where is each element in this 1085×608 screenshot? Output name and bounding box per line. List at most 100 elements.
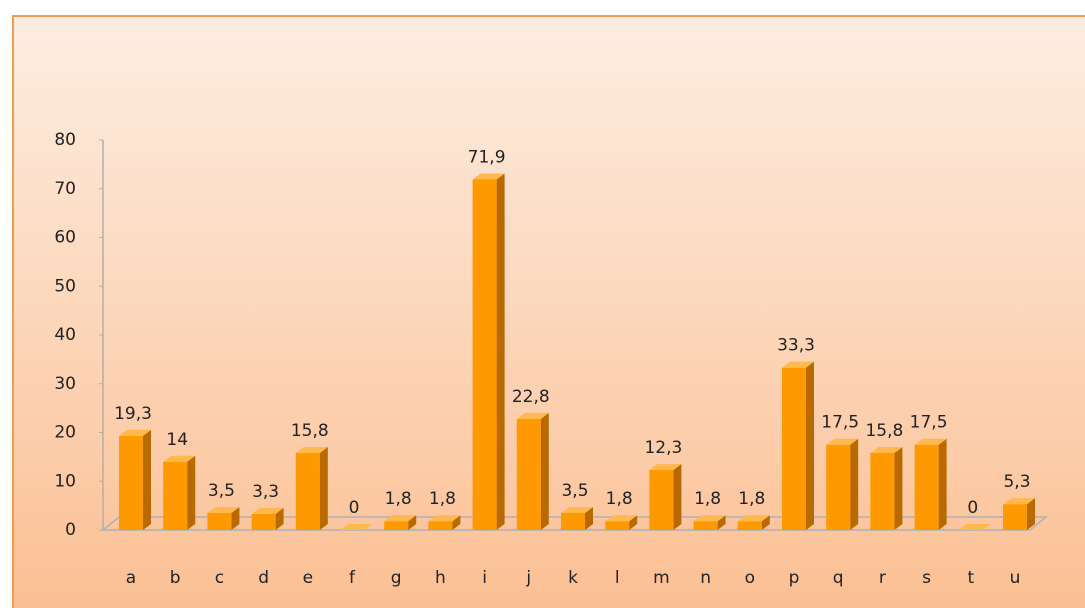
x-tick-label: j [525, 568, 531, 588]
y-tick-label: 40 [54, 325, 76, 345]
bar-top [428, 515, 461, 522]
data-label: 3,3 [252, 482, 279, 502]
bar-top [472, 173, 505, 180]
y-tick-label: 0 [65, 520, 76, 540]
bar-side [894, 446, 903, 530]
y-tick-label: 30 [54, 374, 76, 394]
bar-side [275, 507, 284, 530]
bar [428, 521, 453, 530]
data-label: 15,8 [291, 421, 329, 441]
bar-top [251, 507, 284, 514]
bar-top [649, 464, 682, 471]
bar [207, 512, 232, 530]
bar-side [1027, 498, 1035, 530]
bar-side [806, 361, 814, 530]
bar-top [516, 412, 549, 419]
y-tick-label: 50 [54, 276, 76, 296]
data-label: 71,9 [468, 147, 506, 167]
bar-top [163, 455, 196, 462]
bar [826, 444, 851, 530]
data-label: 1,8 [694, 489, 721, 509]
data-label: 17,5 [821, 413, 859, 433]
data-label: 19,3 [114, 404, 152, 424]
bar-side [452, 515, 461, 530]
bar-side [540, 412, 549, 530]
bar-side [850, 438, 859, 530]
bar-top [958, 524, 991, 530]
bar-top [782, 361, 814, 368]
bar [119, 435, 143, 530]
data-label: 22,8 [512, 387, 550, 407]
bar [870, 452, 895, 530]
x-tick-label: n [700, 568, 711, 588]
floor [100, 516, 1049, 531]
bar [561, 512, 585, 530]
bar-top [737, 515, 770, 522]
bar [251, 513, 276, 530]
data-label: 5,3 [1003, 472, 1030, 492]
bar-top [1003, 498, 1035, 505]
bar-side [408, 515, 417, 530]
x-tick-label: r [879, 568, 886, 588]
x-tick-label: e [303, 568, 313, 588]
x-tick-label: q [833, 568, 844, 588]
data-label: 1,8 [385, 489, 412, 509]
x-tick-label: o [745, 568, 755, 588]
bar [295, 452, 320, 530]
data-label: 1,8 [738, 489, 765, 509]
x-tick-label: l [615, 568, 620, 588]
data-label: 17,5 [910, 413, 948, 433]
x-tick-label: i [482, 568, 487, 588]
x-tick-label: g [391, 568, 402, 588]
x-tick-label: u [1010, 568, 1021, 588]
y-tick-label: 60 [54, 228, 76, 248]
x-tick-label: s [922, 568, 931, 588]
data-label: 33,3 [777, 336, 815, 356]
x-tick-label: a [126, 568, 136, 588]
data-label: 3,5 [208, 481, 235, 501]
x-tick-label: d [258, 568, 269, 588]
x-tick-label: f [349, 568, 356, 588]
bar-top [870, 446, 903, 453]
data-label: 0 [349, 498, 360, 518]
bar [693, 521, 718, 530]
data-label: 1,8 [606, 489, 633, 509]
bar [649, 470, 674, 530]
y-tick-label: 20 [54, 423, 76, 443]
bar-side [761, 515, 770, 530]
bar-side [938, 438, 947, 530]
bar-side [629, 515, 638, 530]
x-tick-label: c [215, 568, 224, 588]
bar-top [914, 438, 947, 445]
bar-side [231, 506, 240, 530]
data-label: 12,3 [644, 438, 682, 458]
y-tick-label: 80 [54, 130, 76, 150]
bar-top [561, 506, 593, 513]
bar-side [717, 515, 726, 530]
bar [1003, 504, 1027, 530]
bar-side [673, 464, 682, 530]
data-label: 15,8 [865, 421, 903, 441]
bar-side [496, 173, 505, 531]
bar-top [384, 515, 417, 522]
bar-top [826, 438, 859, 445]
y-tick-label: 70 [54, 179, 76, 199]
bar [516, 418, 541, 530]
x-tick-label: m [653, 568, 670, 588]
bar-side [187, 455, 196, 530]
x-tick-label: t [967, 568, 974, 588]
x-tick-label: k [568, 568, 578, 588]
bar-top [340, 524, 372, 530]
bar-side [585, 506, 593, 530]
data-label: 3,5 [561, 481, 588, 501]
data-label: 0 [967, 498, 978, 518]
x-tick-label: h [435, 568, 446, 588]
bar [782, 367, 806, 530]
bar [472, 179, 497, 531]
bar-side [319, 446, 328, 530]
bar [737, 521, 762, 530]
y-tick-label: 10 [54, 471, 76, 491]
x-tick-label: b [170, 568, 181, 588]
bar-top [693, 515, 726, 522]
